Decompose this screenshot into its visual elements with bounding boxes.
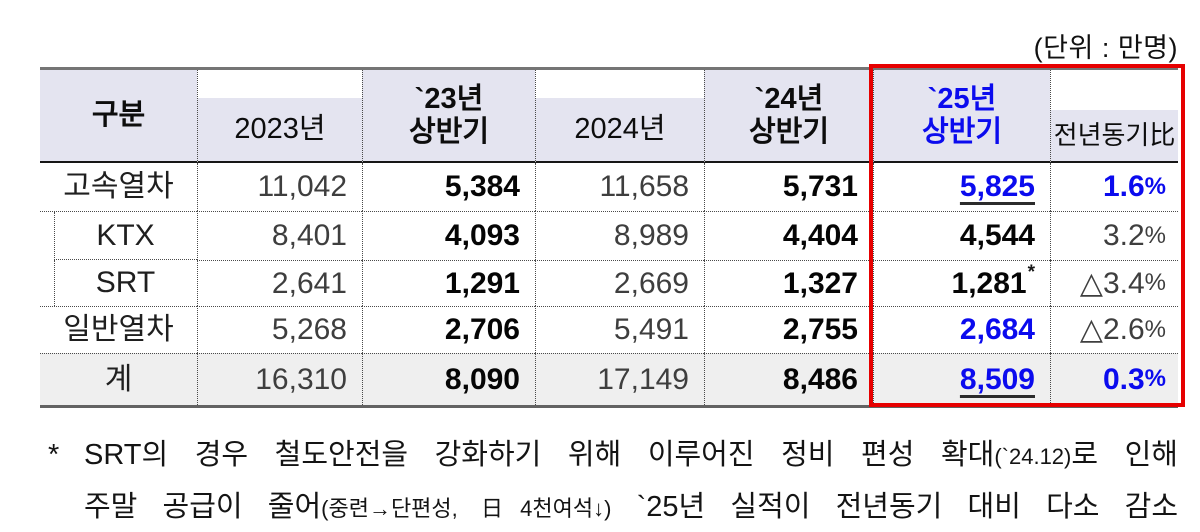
header-24-h1: `24년 상반기: [704, 70, 873, 163]
row-ktx-2024: 8,989: [535, 211, 704, 260]
header-23-h1-line2: 상반기: [408, 115, 490, 148]
header-yoy-label: 전년동기比: [1053, 119, 1176, 150]
row-total-2024: 17,149: [535, 353, 704, 405]
footnote-segment-small: (`24.12): [994, 444, 1072, 469]
row-total-24h1: 8,486: [704, 353, 873, 405]
footnote-segment: 주말 공급이 줄어: [84, 491, 322, 523]
row-highspeed-23h1: 5,384: [362, 163, 535, 211]
row-highspeed-25h1: 5,825: [873, 163, 1050, 211]
header-2024: 2024년: [535, 70, 704, 163]
row-general-25h1: 2,684: [873, 306, 1050, 353]
row-general-2024: 5,491: [535, 306, 704, 353]
unit-label: (단위 : 만명): [1033, 33, 1178, 63]
row-total-23h1: 8,090: [362, 353, 535, 405]
footnote-text: SRT의 경우 철도안전을 강화하기 위해 이루어진 정비 편성 확대(`24.…: [84, 430, 1178, 532]
footnote-marker: *: [48, 439, 60, 471]
row-srt-2023: 2,641: [197, 260, 362, 306]
header-23-h1: `23년 상반기: [362, 70, 535, 163]
row-ktx-yoy: 3.2%: [1050, 211, 1178, 260]
rail-passenger-table: 구분 2023년 `23년 상반기 2024년 `24년 상반기 `25년 상반…: [40, 67, 1178, 408]
row-general-23h1: 2,706: [362, 306, 535, 353]
row-total-25h1-value: 8,509: [959, 362, 1035, 396]
header-2024-label: 2024년: [574, 113, 666, 146]
row-ktx-25h1: 4,544: [873, 211, 1050, 260]
row-srt-2024: 2,669: [535, 260, 704, 306]
row-highspeed-2024: 11,658: [535, 163, 704, 211]
header-2023-label: 2023년: [234, 113, 326, 146]
header-23-h1-line1: `23년: [414, 83, 484, 116]
header-2023: 2023년: [197, 70, 362, 163]
row-srt-yoy: △3.4%: [1050, 260, 1178, 306]
row-total-2023: 16,310: [197, 353, 362, 405]
row-general-yoy: △2.6%: [1050, 306, 1178, 353]
footnote-segment-small: (중련→단편성, 日4천여석↓): [321, 496, 612, 521]
row-ktx-2023: 8,401: [197, 211, 362, 260]
row-srt-23h1: 1,291: [362, 260, 535, 306]
header-25-h1-line1: `25년: [927, 83, 997, 116]
row-total-label: 계: [40, 353, 197, 405]
header-category-label: 구분: [91, 99, 146, 132]
row-total-yoy: 0.3%: [1050, 353, 1178, 405]
footnote-line-2: 주말 공급이 줄어(중련→단편성, 日4천여석↓) `25년 실적이 전년동기 …: [84, 482, 1178, 532]
footnote: * SRT의 경우 철도안전을 강화하기 위해 이루어진 정비 편성 확대(`2…: [48, 430, 1178, 532]
row-highspeed-24h1: 5,731: [704, 163, 873, 211]
row-total-25h1: 8,509: [873, 353, 1050, 405]
header-25-h1: `25년 상반기: [873, 70, 1050, 163]
row-highspeed-2023: 11,042: [197, 163, 362, 211]
row-srt-label: SRT: [40, 259, 197, 306]
row-srt-25h1-value: 1,281: [951, 266, 1027, 300]
row-general-2023: 5,268: [197, 306, 362, 353]
row-highspeed-label: 고속열차: [63, 170, 174, 204]
footnote-segment: `25년 실적이 전년동기 대비 다소 감소: [611, 491, 1178, 523]
row-ktx-label: KTX: [40, 211, 197, 260]
footnote-line-1: SRT의 경우 철도안전을 강화하기 위해 이루어진 정비 편성 확대(`24.…: [84, 430, 1178, 482]
row-ktx-23h1: 4,093: [362, 211, 535, 260]
header-24-h1-line1: `24년: [754, 83, 824, 116]
footnote-segment: 로 인해: [1071, 439, 1178, 471]
header-24-h1-line2: 상반기: [748, 115, 830, 148]
row-srt-25h1: 1,281 *: [873, 260, 1050, 306]
header-category: 구분: [40, 70, 197, 163]
row-srt-24h1: 1,327: [704, 260, 873, 306]
row-general-24h1: 2,755: [704, 306, 873, 353]
header-25-h1-line2: 상반기: [921, 115, 1003, 148]
footnote-segment: SRT의 경우 철도안전을 강화하기 위해 이루어진 정비 편성 확대: [84, 439, 995, 471]
row-general-label: 일반열차: [40, 306, 197, 353]
row-ktx-24h1: 4,404: [704, 211, 873, 260]
row-highspeed-25h1-value: 5,825: [959, 170, 1035, 204]
row-highspeed-yoy: 1.6%: [1050, 163, 1178, 211]
header-yoy: 전년동기比: [1050, 70, 1178, 163]
